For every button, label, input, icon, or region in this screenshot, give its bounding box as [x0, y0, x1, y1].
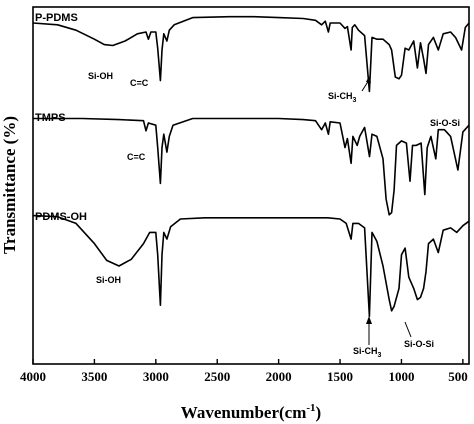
- annotation-si-ch3-bottom-text: Si-CH: [353, 346, 378, 356]
- x-tick-label-4000: 4000: [20, 369, 46, 384]
- annotation-si-ch3-top-text: Si-CH: [328, 91, 353, 101]
- annotation-si-oh-bottom: Si-OH: [96, 275, 121, 285]
- annotation-arrowhead-top: [366, 76, 371, 83]
- y-axis-title: Transmittance (%): [0, 116, 19, 254]
- annotation-c-c-top: C=C: [130, 78, 149, 88]
- series-label-p-pdms: P-PDMS: [35, 12, 78, 24]
- annotation-si-ch3-top-sub: 3: [353, 97, 357, 104]
- x-tick-label-2500: 2500: [204, 369, 230, 384]
- annotation-si-o-si-bottom: Si-O-Si: [404, 339, 434, 349]
- annotation-si-oh-top: Si-OH: [88, 71, 113, 81]
- x-axis-title-sup: -1: [306, 402, 315, 414]
- x-axis-title-text: Wavenumber(cm: [181, 403, 307, 422]
- annotation-si-ch3-bottom: Si-CH3: [353, 346, 382, 359]
- x-tick-label-500: 500: [448, 369, 468, 384]
- x-tick-label-1500: 1500: [327, 369, 353, 384]
- x-tick-label-1000: 1000: [388, 369, 414, 384]
- annotation-si-ch3-bottom-sub: 3: [378, 352, 382, 359]
- x-axis-title-end: ): [316, 403, 322, 422]
- x-axis-title: Wavenumber(cm-1): [181, 402, 321, 422]
- series-line-pdms-oh: [32, 214, 470, 318]
- series-label-tmps: TMPS: [35, 112, 66, 124]
- x-tick-label-3500: 3500: [81, 369, 107, 384]
- annotation-c-c-middle: C=C: [127, 152, 146, 162]
- x-tick-label-2000: 2000: [266, 369, 292, 384]
- series-label-pdms-oh: PDMS-OH: [35, 211, 87, 223]
- annotation-line-si-o-si-bottom: [404, 321, 412, 338]
- annotation-si-ch3-top: Si-CH3: [328, 91, 357, 104]
- plot-frame: [32, 6, 470, 365]
- series-line-tmps: [33, 117, 470, 216]
- annotation-arrowhead-bottom: [366, 316, 372, 324]
- x-ticks: 4000 3500 3000 2500 2000 1500 1000 500: [20, 359, 468, 384]
- series-line-p-pdms: [32, 15, 470, 93]
- x-tick-label-3000: 3000: [143, 369, 169, 384]
- annotation-si-o-si-top: Si-O-Si: [430, 118, 460, 128]
